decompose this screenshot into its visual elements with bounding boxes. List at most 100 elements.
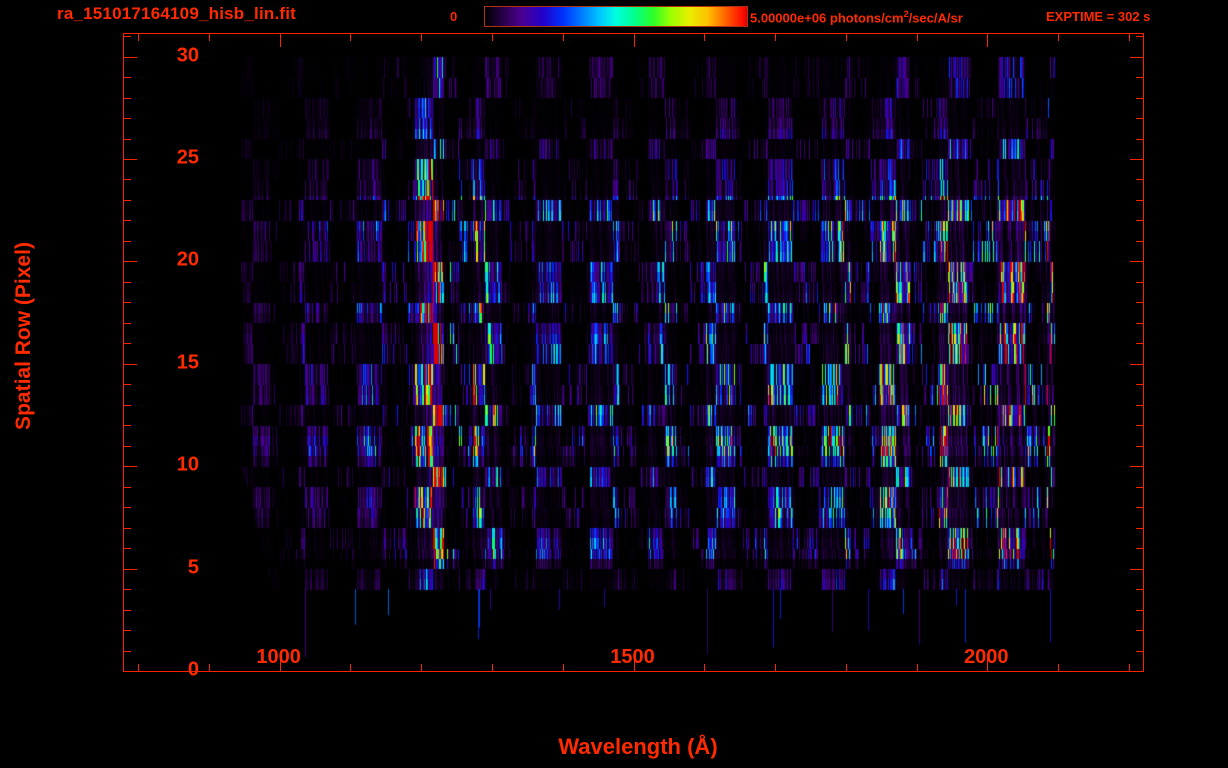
y-tick-minor [124, 77, 131, 78]
x-axis-tick-label: 1500 [610, 646, 655, 668]
x-tick-major-top [279, 34, 281, 47]
y-tick-minor [124, 97, 131, 99]
y-axis-tick-label: 0 [187, 658, 199, 681]
colorbar-units-post: /sec/A/sr [908, 10, 963, 26]
y-tick-minor [124, 527, 131, 529]
y-tick-major [124, 261, 137, 263]
y-tick-minor [124, 384, 131, 386]
y-tick-minor [124, 650, 131, 652]
y-tick-minor-right [1136, 199, 1143, 201]
x-tick-minor [916, 664, 918, 671]
y-tick-minor [124, 343, 131, 345]
y-tick-minor [124, 507, 131, 509]
x-tick-minor [350, 664, 352, 671]
y-tick-major-right [1130, 261, 1143, 263]
y-axis-tick-label: 25 [176, 146, 199, 169]
colorbar-gradient [484, 6, 748, 27]
x-tick-minor [704, 664, 706, 671]
x-tick-minor-top [916, 34, 918, 41]
y-tick-minor-right [1136, 404, 1143, 406]
y-tick-minor [124, 36, 131, 37]
x-tick-minor [845, 664, 847, 671]
spectrogram-image [124, 34, 1143, 671]
x-tick-major-top [987, 34, 989, 47]
y-tick-minor-right [1136, 486, 1143, 488]
y-tick-minor-right [1136, 425, 1143, 427]
y-axis-tick-label: 10 [176, 453, 199, 476]
y-tick-minor [124, 589, 131, 591]
y-tick-major [124, 671, 137, 672]
y-tick-major-right [1130, 158, 1143, 160]
y-tick-minor [124, 302, 131, 304]
y-tick-minor-right [1136, 77, 1143, 78]
x-tick-minor-top [1058, 34, 1060, 41]
y-tick-minor-right [1136, 281, 1143, 283]
y-tick-minor [124, 220, 131, 222]
y-axis-tick-label: 20 [176, 248, 199, 271]
x-tick-minor [138, 664, 140, 671]
y-tick-minor-right [1136, 36, 1143, 37]
exposure-time-label: EXPTIME = 302 s [1046, 9, 1151, 24]
y-tick-minor [124, 548, 131, 550]
file-title: ra_151017164109_hisb_lin.fit [57, 4, 297, 23]
y-axis-title: Spatial Row (Pixel) [12, 242, 35, 430]
x-tick-minor-top [562, 34, 564, 41]
y-tick-minor [124, 118, 131, 119]
x-tick-minor [492, 664, 493, 671]
x-tick-minor [1058, 664, 1060, 671]
y-tick-minor-right [1136, 630, 1143, 631]
x-tick-minor [421, 664, 423, 671]
x-tick-major [987, 658, 989, 671]
y-tick-minor-right [1136, 343, 1143, 345]
y-tick-minor-right [1136, 527, 1143, 529]
colorbar-max-label: 5.00000e+06 photons/cm2/sec/A/sr [750, 9, 963, 25]
y-tick-major [124, 56, 137, 58]
colorbar-max-value: 5.00000e+06 [750, 10, 827, 26]
x-tick-minor-top [138, 34, 140, 41]
x-tick-minor-top [775, 34, 776, 41]
y-tick-major [124, 158, 137, 160]
y-tick-minor [124, 486, 131, 488]
y-tick-minor-right [1136, 445, 1143, 447]
y-tick-major-right [1130, 363, 1143, 365]
x-axis-title: Wavelength (Å) [558, 734, 718, 759]
x-tick-major-top [633, 34, 635, 47]
x-tick-minor [1128, 664, 1130, 671]
y-tick-minor [124, 445, 131, 447]
y-tick-minor [124, 609, 131, 611]
x-tick-minor-top [845, 34, 847, 41]
y-tick-major [124, 363, 137, 365]
x-tick-minor-top [492, 34, 493, 41]
y-tick-minor-right [1136, 384, 1143, 386]
y-tick-minor-right [1136, 97, 1143, 99]
y-tick-minor-right [1136, 302, 1143, 304]
y-tick-minor [124, 630, 131, 631]
y-tick-minor [124, 404, 131, 406]
y-tick-major-right [1130, 466, 1143, 468]
colorbar-units-exponent: 2 [903, 9, 909, 19]
colorbar-min-label: 0 [450, 9, 458, 24]
y-tick-minor [124, 179, 131, 181]
x-tick-minor [562, 664, 564, 671]
y-tick-minor-right [1136, 589, 1143, 591]
y-tick-major-right [1130, 671, 1143, 672]
y-tick-major [124, 466, 137, 468]
y-tick-minor [124, 240, 131, 242]
y-tick-minor-right [1136, 138, 1143, 140]
x-tick-major [633, 658, 635, 671]
y-tick-minor-right [1136, 322, 1143, 324]
y-tick-minor [124, 281, 131, 283]
y-tick-minor-right [1136, 507, 1143, 509]
y-tick-minor [124, 138, 131, 140]
y-tick-minor-right [1136, 118, 1143, 119]
y-axis-tick-label: 15 [176, 351, 199, 374]
y-tick-minor [124, 199, 131, 201]
x-tick-minor-top [1128, 34, 1130, 41]
x-tick-minor-top [421, 34, 423, 41]
x-tick-minor [775, 664, 776, 671]
y-tick-minor [124, 425, 131, 427]
x-tick-minor [208, 664, 210, 671]
colorbar-units-pre: photons/cm [826, 10, 904, 26]
y-tick-minor-right [1136, 240, 1143, 242]
